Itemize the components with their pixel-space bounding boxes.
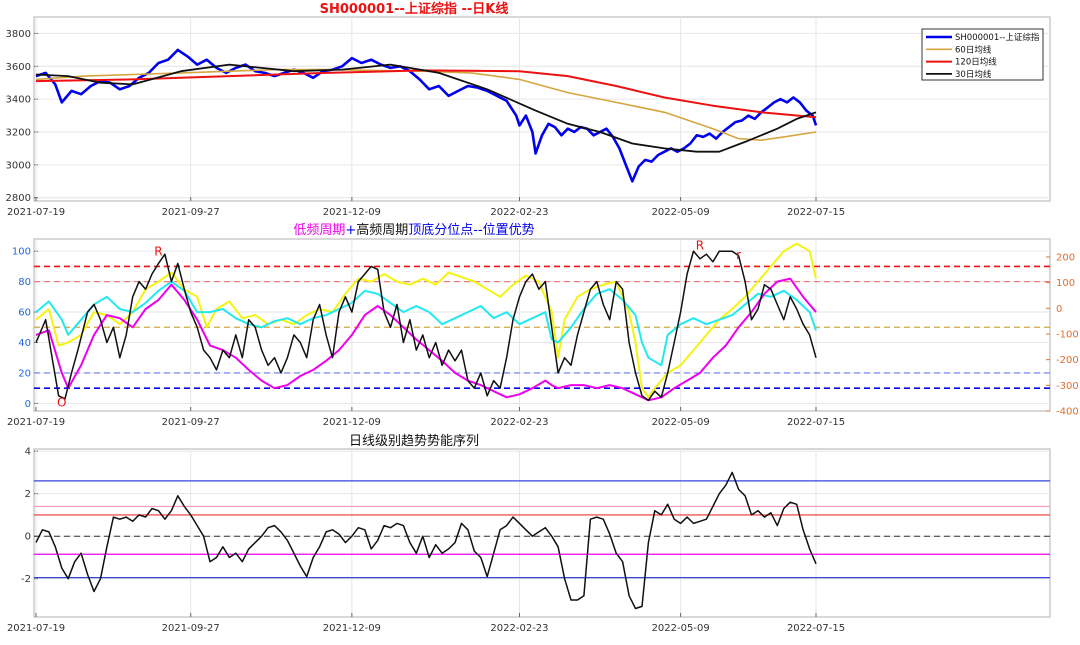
y2-tick-label: 100 — [1056, 278, 1075, 289]
legend-label: 60日均线 — [955, 44, 992, 55]
legend-label: SH000001--上证综指 — [955, 32, 1040, 43]
series-line-2 — [35, 280, 817, 367]
annotation-label: r — [736, 248, 741, 262]
x-tick-label: 2021-12-09 — [323, 417, 381, 428]
chart-title-part: + — [345, 223, 356, 238]
chart-title-part: 低频周期 — [293, 223, 345, 238]
series-line-1 — [35, 48, 818, 183]
series-line-4 — [35, 250, 817, 402]
legend-label: 30日均线 — [955, 69, 992, 80]
panel-frame — [33, 16, 1051, 202]
y-tick-label: -2 — [21, 574, 31, 585]
chart-title-part: 顶底分位点--位置优势 — [408, 222, 534, 238]
chart-title: 日线级别趋势势能序列 — [349, 433, 479, 449]
x-tick-label: 2022-02-23 — [490, 623, 548, 634]
x-tick-label: 2021-09-27 — [162, 623, 220, 634]
annotation-label: O — [57, 395, 66, 409]
chart-title: SH000001--上证综指 --日K线 — [320, 1, 509, 17]
series-line-1 — [35, 471, 817, 610]
x-tick-label: 2021-12-09 — [323, 207, 381, 218]
y-tick-label: 80 — [18, 277, 31, 288]
y-tick-label: 2 — [25, 489, 31, 500]
x-tick-label: 2022-02-23 — [490, 207, 548, 218]
y-tick-label: 3000 — [6, 160, 31, 171]
x-tick-label: 2022-05-09 — [652, 417, 710, 428]
x-tick-label: 2021-09-27 — [162, 417, 220, 428]
y-tick-label: 40 — [18, 338, 31, 349]
y-tick-label: 0 — [25, 532, 31, 543]
x-tick-label: 2021-07-19 — [7, 417, 65, 428]
y-tick-label: 3200 — [6, 128, 31, 139]
chart-title: 低频周期+高频周期顶底分位点--位置优势 — [293, 222, 534, 238]
y-tick-label: 3400 — [6, 95, 31, 106]
y-tick-label: 2800 — [6, 193, 31, 204]
panel-1: 2800 3000 3200 3400 3600 3800 2021-07-19 2021-0… — [6, 1, 1051, 218]
x-tick-label: 2022-05-09 — [652, 623, 710, 634]
y-tick-label: 3800 — [6, 29, 31, 40]
annotation-label: R — [154, 245, 162, 259]
x-tick-label: 2021-09-27 — [162, 207, 220, 218]
y2-tick-label: -400 — [1056, 407, 1079, 418]
y-tick-label: 4 — [25, 447, 31, 458]
x-tick-label: 2022-07-15 — [787, 623, 845, 634]
x-tick-label: 2022-07-15 — [787, 417, 845, 428]
x-tick-label: 2022-02-23 — [490, 417, 548, 428]
annotation-label: R — [696, 239, 704, 253]
panel-3: -2 0 2 4 2021-07-19 2021-09-27 2021-12-09 2022-… — [7, 433, 1051, 634]
panel-frame — [33, 238, 1051, 412]
x-tick-label: 2022-07-15 — [787, 207, 845, 218]
y2-tick-label: -200 — [1056, 355, 1079, 366]
y2-tick-label: 0 — [1056, 304, 1062, 315]
x-tick-label: 2022-05-09 — [652, 207, 710, 218]
panel-2: 0 20 40 60 80 100 2021-07-19 2021-09-27 2021-12-… — [7, 222, 1079, 428]
legend-label: 120日均线 — [955, 57, 997, 68]
x-tick-label: 2021-07-19 — [7, 207, 65, 218]
series-line-3 — [35, 277, 817, 402]
y2-tick-label: -300 — [1056, 381, 1079, 392]
x-tick-label: 2021-12-09 — [323, 623, 381, 634]
y2-tick-label: -100 — [1056, 329, 1079, 340]
y-tick-label: 60 — [18, 308, 31, 319]
series-line-4 — [35, 63, 817, 153]
y-tick-label: 100 — [12, 247, 31, 258]
y-tick-label: 0 — [25, 399, 31, 410]
chart-title-part: 高频周期 — [356, 222, 408, 238]
series-line-2 — [35, 68, 817, 141]
y-tick-label: 20 — [18, 368, 31, 379]
y-tick-label: 3600 — [6, 62, 31, 73]
series-line-3 — [35, 69, 817, 119]
x-tick-label: 2021-07-19 — [7, 623, 65, 634]
y2-tick-label: 200 — [1056, 252, 1075, 263]
panel-frame — [33, 448, 1051, 618]
